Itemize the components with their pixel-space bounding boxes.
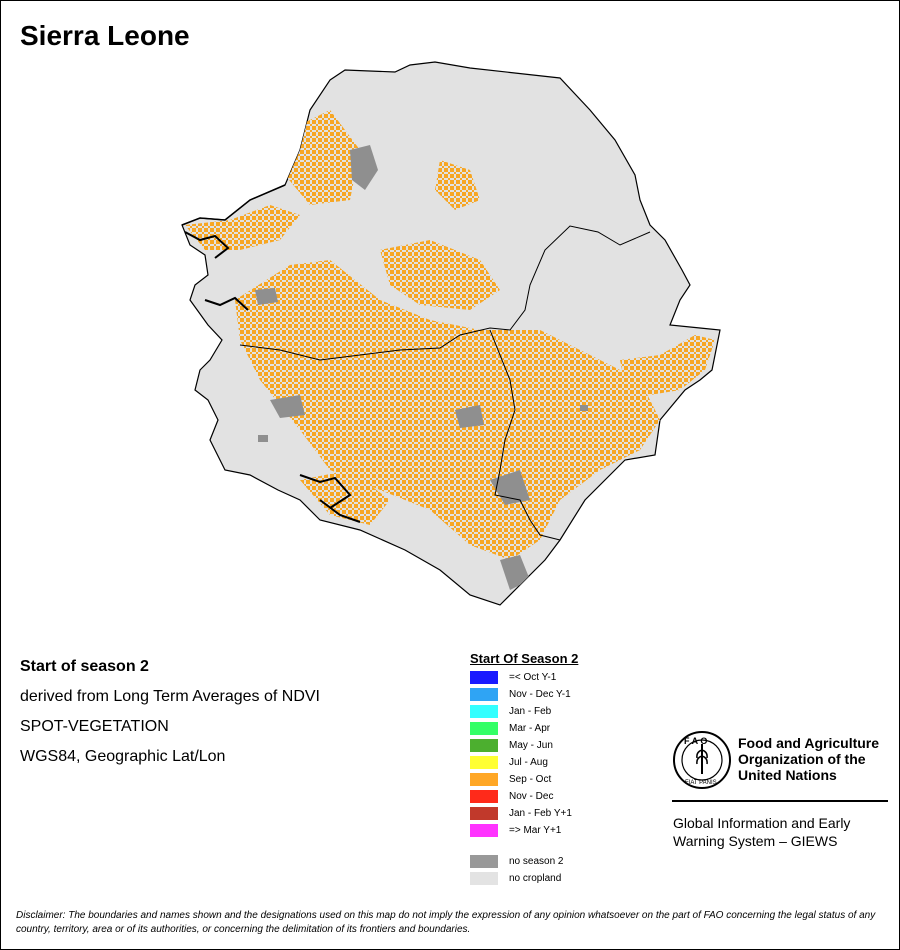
- fao-letters: F A O: [684, 736, 707, 746]
- info-projection: WGS84, Geographic Lat/Lon: [20, 748, 226, 765]
- legend-row: Jan - Feb Y+1: [470, 806, 578, 823]
- info-source: derived from Long Term Averages of NDVI: [20, 688, 320, 705]
- fao-motto: FIAT PANIS: [685, 780, 717, 786]
- legend-label: Nov - Dec: [509, 791, 554, 802]
- fao-logo-block: F A O FIAT PANIS Food and Agriculture Or…: [670, 730, 890, 860]
- no-season-layer: [255, 145, 588, 590]
- legend-swatch: [470, 855, 498, 868]
- legend-label: Jan - Feb: [509, 706, 552, 717]
- legend-row: May - Jun: [470, 738, 578, 755]
- map-title: Sierra Leone: [20, 20, 190, 51]
- legend-row: Jan - Feb: [470, 704, 578, 721]
- legend-label: no season 2: [509, 856, 564, 867]
- legend-row: Nov - Dec Y-1: [470, 687, 578, 704]
- legend-swatch: [470, 872, 498, 885]
- info-sensor: SPOT-VEGETATION: [20, 718, 169, 735]
- legend-label: no cropland: [509, 873, 562, 884]
- legend-row: Jul - Aug: [470, 755, 578, 772]
- legend-swatch: [470, 807, 498, 820]
- legend-label: Nov - Dec Y-1: [509, 689, 571, 700]
- legend-row: Nov - Dec: [470, 789, 578, 806]
- legend-row: no cropland: [470, 871, 578, 888]
- sierra-leone-map: [181, 61, 721, 606]
- legend-swatch: [470, 790, 498, 803]
- legend-row: => Mar Y+1: [470, 823, 578, 840]
- fao-emblem-icon: F A O FIAT PANIS: [673, 731, 731, 789]
- legend-row: no season 2: [470, 854, 578, 871]
- legend-label: => Mar Y+1: [509, 825, 562, 836]
- legend-label: =< Oct Y-1: [509, 672, 557, 683]
- legend-swatch: [470, 722, 498, 735]
- legend-swatch: [470, 773, 498, 786]
- legend-swatch: [470, 756, 498, 769]
- legend-label: Sep - Oct: [509, 774, 552, 785]
- legend-swatch: [470, 671, 498, 684]
- legend-label: Jan - Feb Y+1: [509, 808, 572, 819]
- legend-swatch: [470, 824, 498, 837]
- giews-label: Global Information and Early Warning Sys…: [673, 815, 851, 849]
- coastal-estuaries: [184, 231, 361, 523]
- legend-row: =< Oct Y-1: [470, 670, 578, 687]
- legend-extra-items: no season 2 no cropland: [470, 854, 578, 888]
- info-heading: Start of season 2: [20, 658, 149, 675]
- legend: Start Of Season 2 =< Oct Y-1 Nov - Dec Y-…: [470, 651, 578, 888]
- legend-title: Start Of Season 2: [470, 651, 579, 666]
- legend-label: Mar - Apr: [509, 723, 551, 734]
- legend-swatch: [470, 739, 498, 752]
- legend-items: =< Oct Y-1 Nov - Dec Y-1 Jan - Feb Mar - Ap…: [470, 670, 578, 840]
- logo-divider: [672, 800, 888, 802]
- legend-row: Mar - Apr: [470, 721, 578, 738]
- legend-label: May - Jun: [509, 740, 553, 751]
- province-boundaries: [239, 225, 651, 541]
- legend-label: Jul - Aug: [509, 757, 548, 768]
- disclaimer: Disclaimer: The boundaries and names sho…: [16, 910, 876, 935]
- org-name: Food and Agriculture Organization of the…: [738, 735, 880, 783]
- legend-row: Sep - Oct: [470, 772, 578, 789]
- legend-swatch: [470, 688, 498, 701]
- legend-swatch: [470, 705, 498, 718]
- map-info: Start of season 2 derived from Long Term…: [20, 656, 320, 776]
